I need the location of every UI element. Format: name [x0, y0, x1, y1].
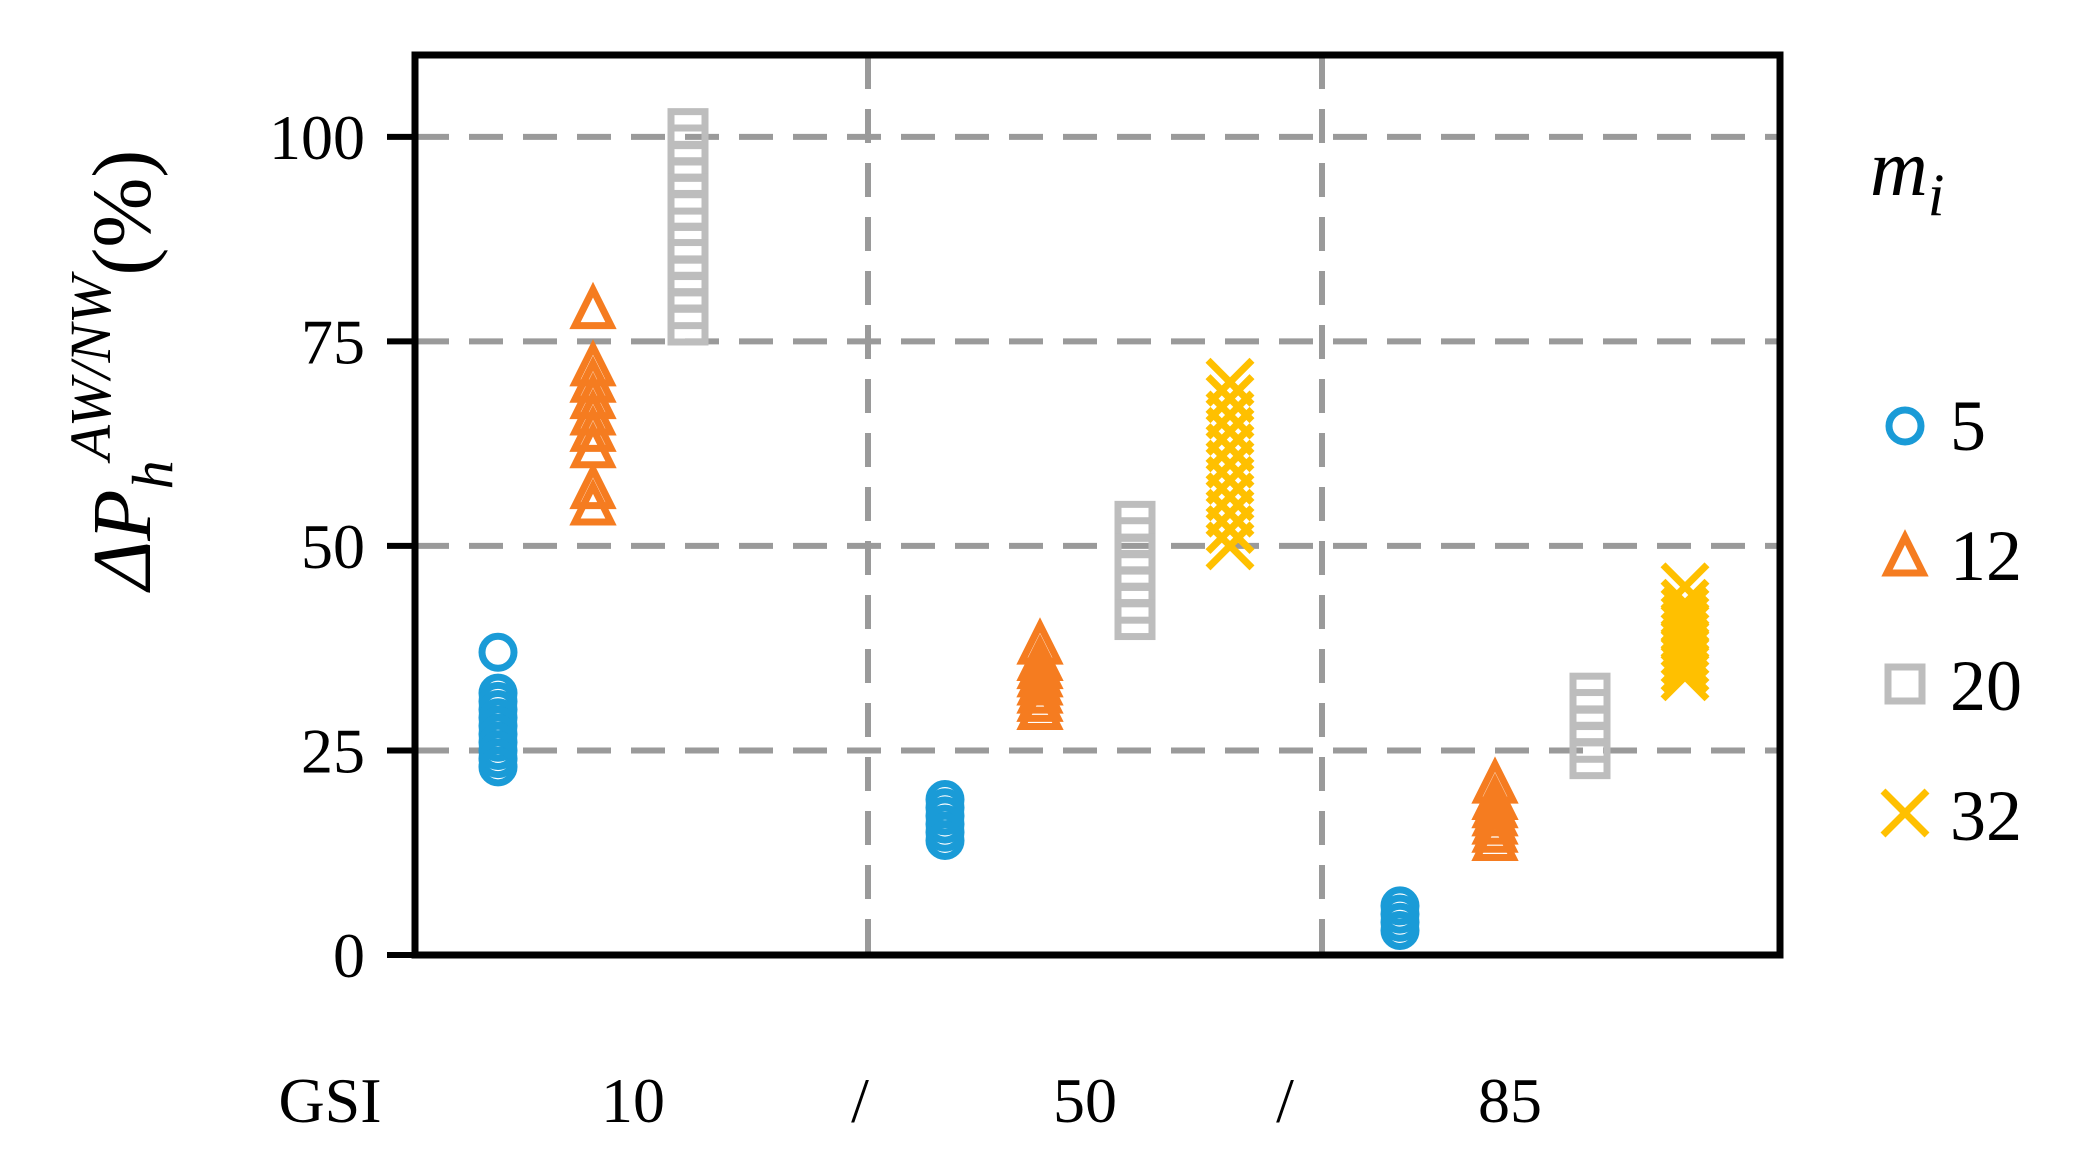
data-point-mi20-gsi10-11 — [667, 304, 709, 346]
legend-label-20: 20 — [1950, 646, 2022, 726]
legend-marker-32 — [1880, 788, 1930, 838]
gsi-label-50: 50 — [1053, 1065, 1117, 1136]
data-point-mi5-gsi50-5 — [925, 820, 965, 860]
legend-label-32: 32 — [1950, 776, 2022, 856]
data-point-mi5-gsi10-10 — [478, 747, 518, 787]
gsi-separator-2: / — [1276, 1065, 1294, 1136]
y-tick-label-50: 50 — [301, 511, 365, 582]
data-point-mi32-gsi50-10 — [1205, 521, 1255, 571]
data-point-mi12-gsi50-5 — [1016, 666, 1064, 714]
data-point-mi20-gsi50-6 — [1114, 599, 1156, 641]
data-point-mi12-gsi10-7 — [569, 461, 617, 510]
legend-label-12: 12 — [1950, 516, 2022, 596]
y-tick-label-100: 100 — [269, 102, 365, 173]
legend-label-5: 5 — [1950, 386, 1986, 466]
data-point-mi5-gsi85-3 — [1380, 910, 1420, 950]
data-point-mi12-gsi50-7 — [1016, 682, 1064, 731]
data-point-mi5-gsi10-0 — [478, 632, 518, 672]
legend-markers — [1880, 406, 1930, 838]
gsi-axis-label: GSI — [278, 1065, 381, 1136]
y-tick-label-75: 75 — [301, 306, 365, 377]
legend-title-sub: i — [1928, 162, 1945, 228]
legend-marker-5 — [1885, 406, 1925, 446]
data-point-mi12-gsi10-5 — [569, 404, 617, 452]
data-point-mi32-gsi85-8 — [1660, 635, 1710, 685]
data-point-mi12-gsi85-4 — [1471, 797, 1519, 845]
plot-frame — [411, 51, 1784, 959]
legend-marker-12 — [1881, 529, 1929, 577]
y-axis-title: ΔPhAW/NW(%) — [58, 150, 185, 593]
gsi-separator-1: / — [851, 1065, 869, 1136]
y-axis-title-suffix: (%) — [76, 150, 169, 276]
axes: 0 25 50 75 100 — [269, 51, 1784, 991]
data-points — [478, 108, 1710, 950]
y-tick-label-25: 25 — [301, 715, 365, 786]
data-point-mi12-gsi85-5 — [1471, 805, 1519, 853]
data-point-mi32-gsi50-9 — [1205, 505, 1255, 555]
legend-title-main: m — [1870, 125, 1928, 213]
y-tick-label-0: 0 — [333, 920, 365, 991]
y-axis-title-sup: AW/NW — [58, 271, 123, 464]
legend: mi 5 12 20 32 — [1870, 125, 2022, 856]
data-point-mi12-gsi85-6 — [1471, 813, 1519, 861]
data-point-mi12-gsi10-0 — [569, 281, 617, 330]
data-point-mi32-gsi85-9 — [1660, 644, 1710, 694]
gsi-label-85: 85 — [1478, 1065, 1542, 1136]
data-point-mi12-gsi50-4 — [1016, 658, 1064, 706]
gsi-label-10: 10 — [601, 1065, 665, 1136]
y-axis-title-prefix: ΔP — [76, 489, 169, 593]
y-axis-title-sub: h — [120, 460, 185, 489]
data-point-mi12-gsi10-8 — [569, 478, 617, 526]
grid-lines — [415, 55, 1780, 955]
legend-marker-20 — [1884, 663, 1926, 705]
legend-title: mi — [1870, 125, 1944, 228]
data-point-mi20-gsi85-4 — [1569, 738, 1611, 780]
data-point-mi32-gsi85-10 — [1660, 652, 1710, 702]
data-point-mi12-gsi50-6 — [1016, 674, 1064, 722]
data-point-mi12-gsi85-3 — [1471, 789, 1519, 837]
